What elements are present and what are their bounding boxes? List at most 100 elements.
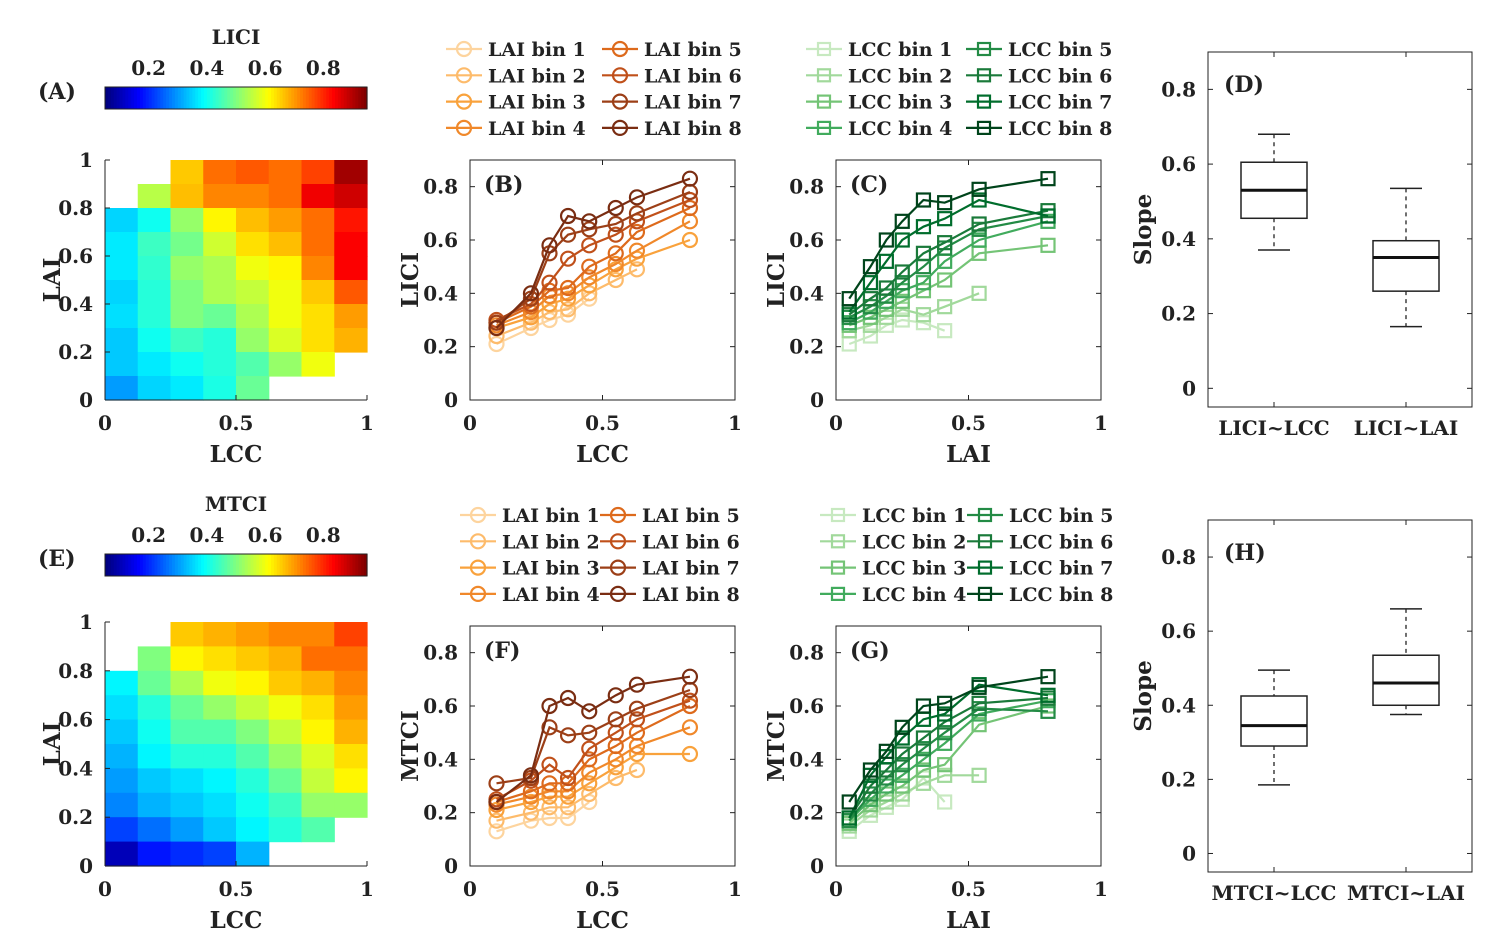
heatmap-e-cell: [236, 744, 270, 769]
box-d-frame: [1207, 51, 1473, 408]
heatmap-e-cell: [170, 622, 204, 647]
heatmap-e-cell: [268, 768, 303, 794]
colorbar-tick-label: 0.6: [248, 523, 283, 547]
colorbar-segment: [282, 554, 287, 576]
y-tick-label: 1: [79, 610, 93, 634]
colorbar-segment: [297, 554, 301, 576]
colorbar-segment: [346, 554, 351, 576]
heatmap-a-cell: [137, 376, 172, 401]
heatmap-a-cell: [105, 256, 139, 281]
colorbar-segment: [233, 87, 237, 109]
heatmap-e-cell: [203, 622, 237, 647]
data-point: [581, 237, 598, 254]
data-point: [581, 213, 598, 230]
colorbar-segment: [125, 554, 129, 576]
legend-label: LAI bin 8: [644, 118, 742, 140]
heatmap-e-cell: [334, 744, 368, 769]
colorbar-segment: [192, 554, 196, 576]
colorbar-segment: [247, 554, 252, 576]
data-point: [937, 714, 953, 730]
colorbar-segment: [340, 554, 345, 576]
data-point: [1040, 669, 1056, 685]
colorbar-segment: [236, 554, 240, 576]
heatmap-a-cell: [334, 304, 368, 329]
data-point: [488, 775, 505, 792]
legend-label: LCC bin 6: [1008, 65, 1112, 87]
legend-marker: [976, 68, 992, 83]
heatmap-a-cell: [137, 280, 172, 305]
colorbar-segment: [364, 554, 368, 576]
colorbar-segment: [317, 87, 322, 109]
heatmap-e-cell: [236, 670, 270, 696]
legend-marker: [455, 119, 473, 137]
legend-marker: [469, 506, 487, 524]
heatmap-e-cell: [334, 646, 368, 672]
heatmap-e-cell: [334, 670, 368, 696]
colorbar-segment: [247, 87, 252, 109]
legend-marker: [455, 40, 473, 58]
panel-label: (G): [850, 638, 890, 664]
x-tick-label: 0.5: [219, 877, 254, 901]
heatmap-a-cell: [203, 280, 237, 305]
data-point: [681, 692, 699, 709]
colorbar-segment: [268, 87, 272, 109]
colorbar-segment: [270, 87, 275, 109]
legend-marker: [816, 94, 832, 109]
legend-marker: [609, 585, 627, 603]
legend-marker: [455, 67, 473, 84]
data-point: [971, 717, 987, 733]
data-point: [559, 306, 577, 323]
data-point: [915, 762, 932, 778]
series-line-c-1: [848, 318, 946, 346]
colorbar-tick-label: 0.4: [189, 56, 224, 80]
y-tick-label: 0.4: [1161, 693, 1196, 717]
legend-label: LAI bin 8: [642, 584, 740, 606]
colorbar-segment: [273, 554, 278, 576]
heatmap-e-cell: [268, 622, 303, 647]
data-point: [937, 695, 953, 711]
data-point: [681, 745, 699, 763]
legend-label: LCC bin 6: [1009, 531, 1113, 553]
data-point: [681, 697, 699, 715]
colorbar-segment: [209, 554, 214, 576]
heatmap-e-cell: [301, 719, 335, 745]
colorbar-segment: [180, 554, 185, 576]
colorbar-segment: [209, 87, 214, 109]
heatmap-e-cell: [301, 817, 335, 843]
legend-marker: [469, 559, 487, 576]
data-point: [894, 786, 910, 802]
data-point: [971, 216, 987, 232]
colorbar-segment: [259, 87, 263, 109]
legend-label: LAI bin 2: [502, 531, 600, 553]
data-point: [937, 735, 953, 751]
legend-marker: [609, 506, 627, 524]
colorbar-segment: [364, 87, 368, 109]
heatmap-a-cell: [236, 352, 270, 377]
data-point: [559, 727, 577, 744]
colorbar-segment: [151, 554, 156, 576]
data-point: [522, 788, 540, 805]
colorbar-segment: [122, 87, 126, 109]
data-point: [915, 219, 932, 235]
legend-marker: [455, 93, 473, 110]
colorbar-segment: [361, 87, 365, 109]
series-line-f-1: [496, 801, 590, 833]
data-point: [894, 275, 910, 291]
data-point: [559, 799, 577, 816]
data-point: [522, 793, 540, 811]
heatmap-e-cell: [170, 670, 204, 696]
data-point: [607, 226, 624, 243]
y-tick-label: 0.2: [58, 805, 93, 829]
colorbar-segment: [142, 87, 147, 109]
colorbar-segment: [294, 87, 298, 109]
colorbar-segment: [201, 87, 205, 109]
colorbar-segment: [268, 554, 272, 576]
heatmap-a-cell: [203, 184, 237, 209]
x-axis-label: LAI: [946, 907, 991, 934]
legend-marker: [977, 507, 993, 523]
heatmap-e-cell: [268, 792, 303, 818]
series-line-f-2: [496, 768, 638, 822]
colorbar-segment: [346, 87, 351, 109]
legend-label: LAI bin 3: [488, 92, 586, 114]
colorbar-segment: [230, 87, 234, 109]
